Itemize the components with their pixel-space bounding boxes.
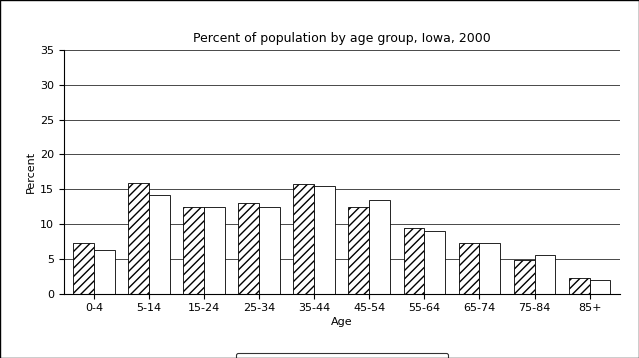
Bar [369, 200, 390, 294]
Bar [348, 207, 369, 294]
Bar [204, 207, 225, 294]
Bar [534, 255, 555, 294]
Bar [424, 231, 445, 294]
Y-axis label: Percent: Percent [26, 151, 36, 193]
Bar [403, 228, 424, 294]
Bar [259, 207, 281, 294]
Bar [514, 260, 534, 294]
Bar [479, 243, 500, 294]
Bar [293, 184, 314, 294]
Bar [73, 243, 94, 294]
Bar [314, 187, 335, 294]
Bar [569, 278, 590, 294]
Bar [94, 250, 115, 294]
X-axis label: Age: Age [331, 318, 353, 328]
Bar [183, 207, 204, 294]
Title: Percent of population by age group, Iowa, 2000: Percent of population by age group, Iowa… [193, 32, 491, 45]
Bar [150, 195, 170, 294]
Bar [590, 280, 610, 294]
Bar [459, 243, 479, 294]
Legend: Louisa County, State of Iowa: Louisa County, State of Iowa [236, 353, 448, 358]
Bar [238, 203, 259, 294]
Bar [128, 183, 150, 294]
